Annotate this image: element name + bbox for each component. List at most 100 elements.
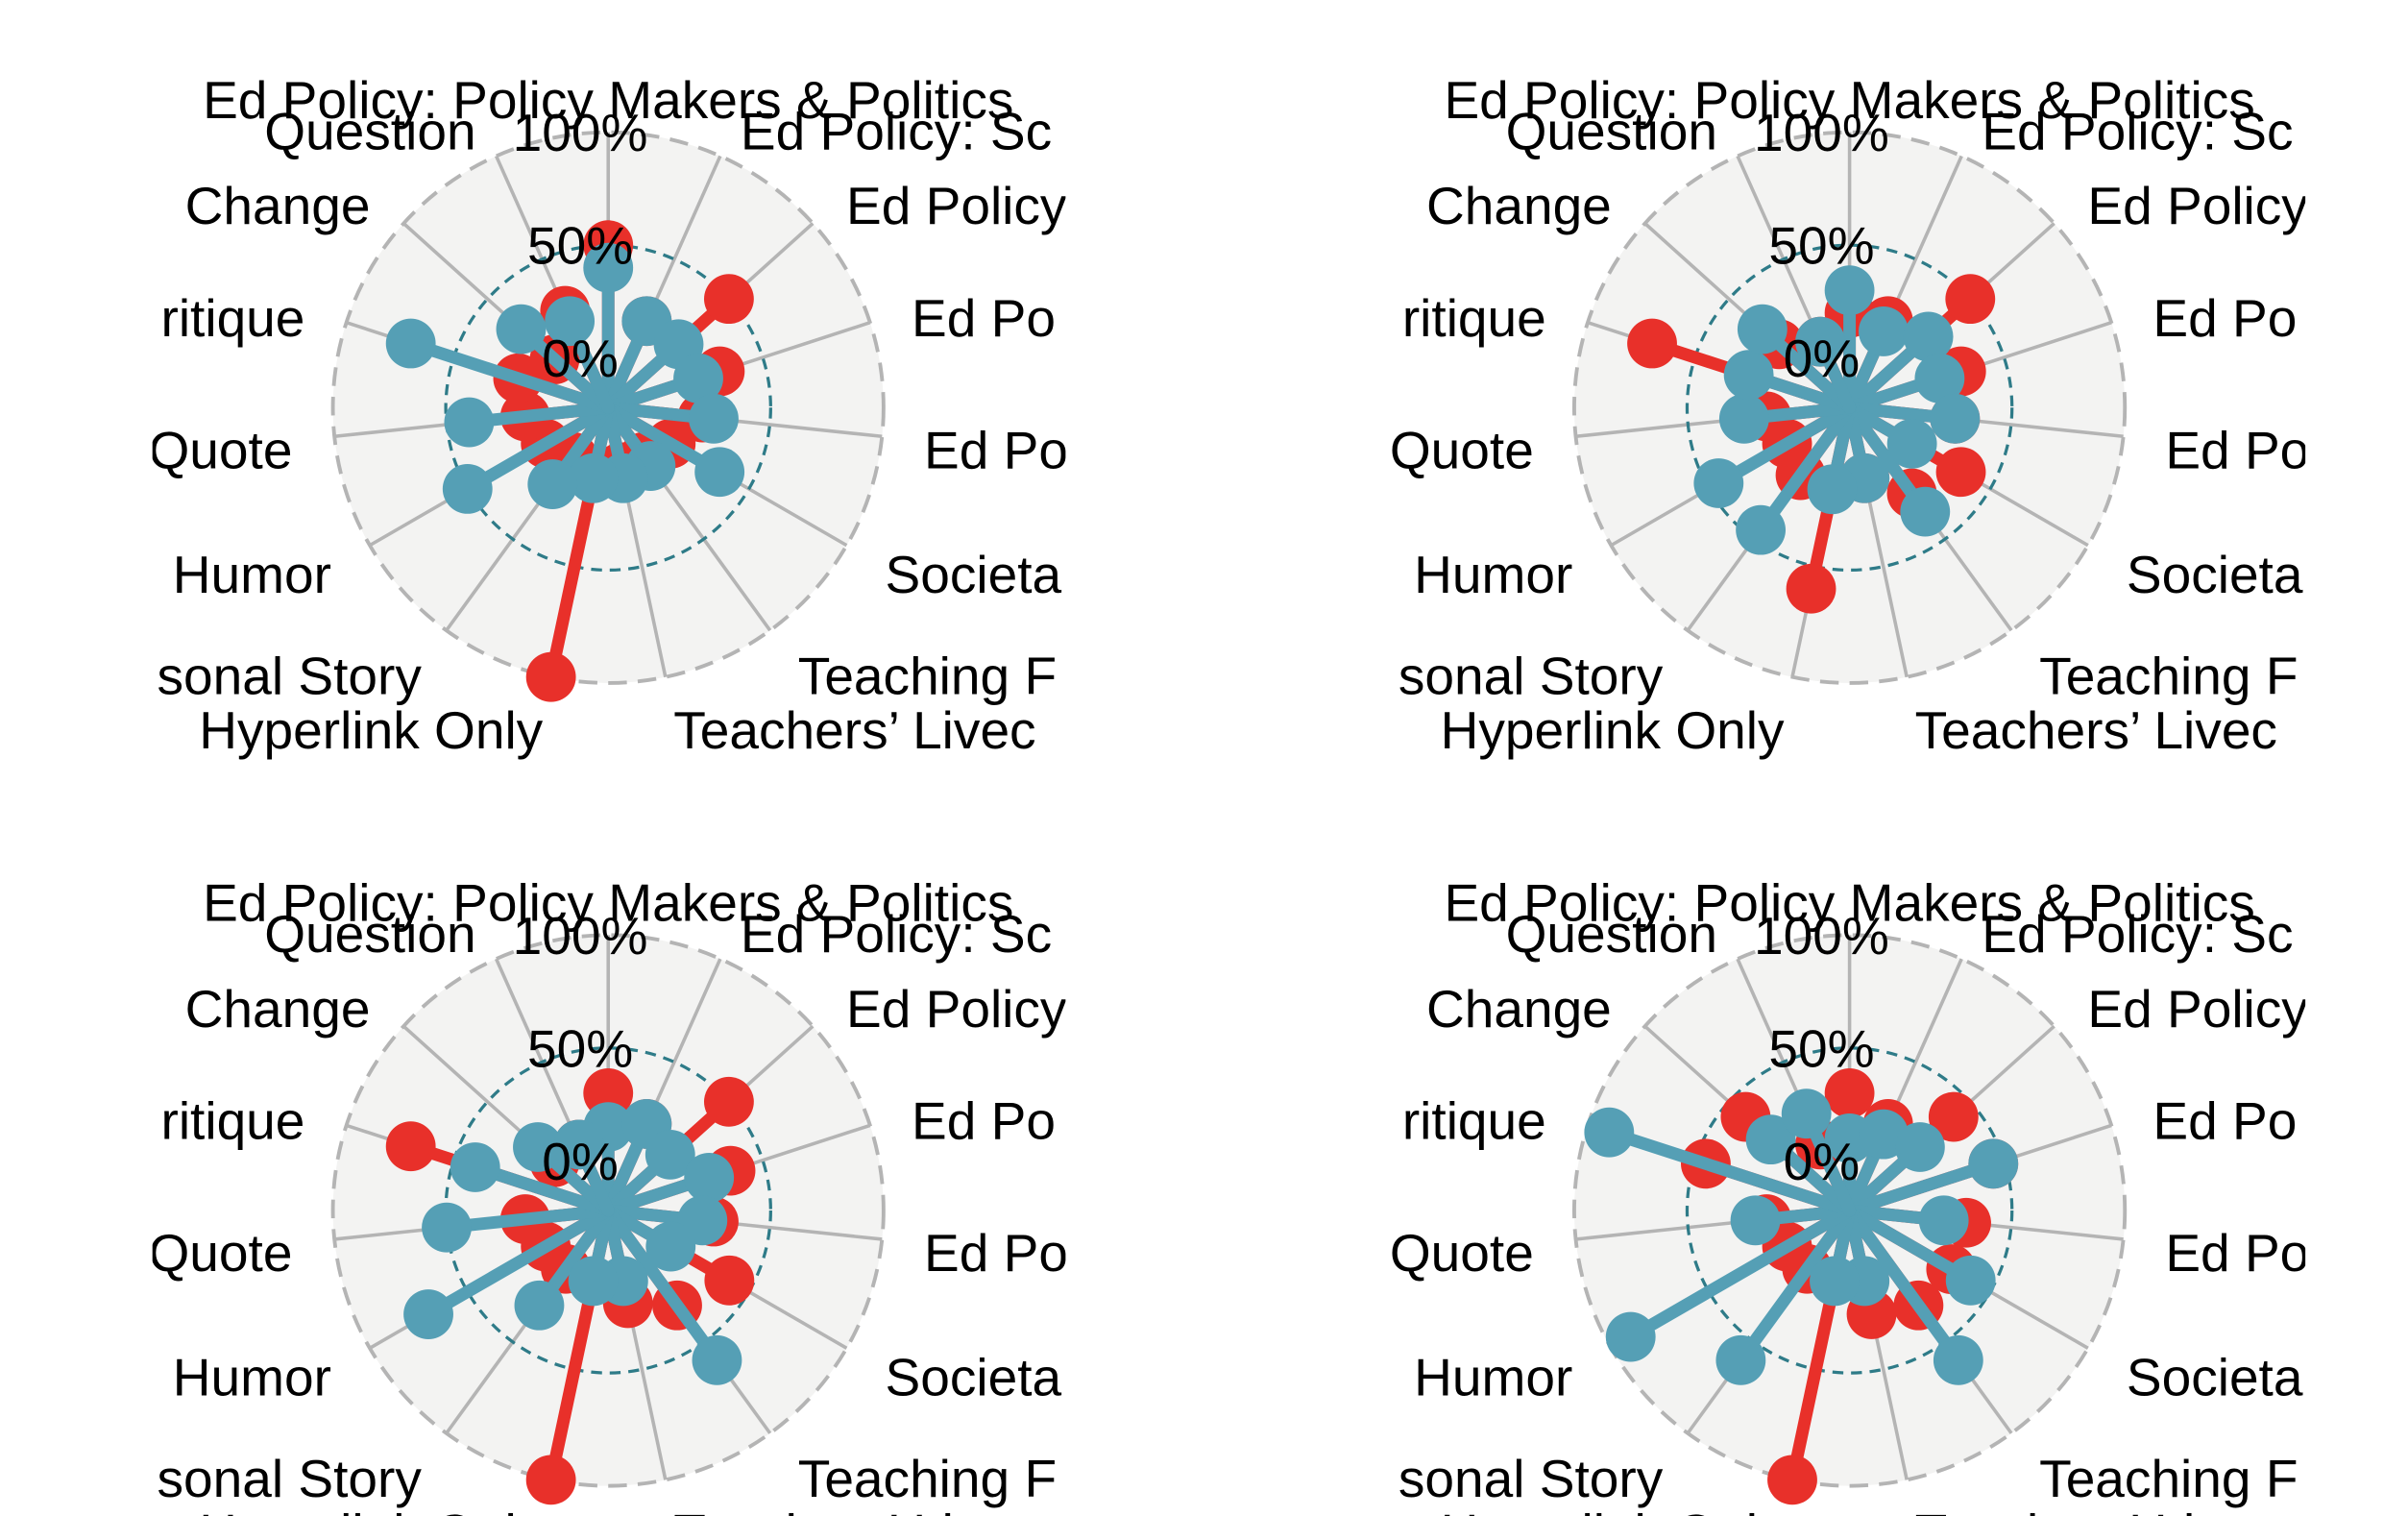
- radial-tick-label: 0%: [542, 329, 619, 388]
- data-point: [583, 242, 634, 293]
- data-point: [689, 393, 739, 444]
- series-spoke-line: [1843, 1204, 1965, 1367]
- category-label: Change: [185, 176, 371, 235]
- radial-tick-label: 100%: [513, 906, 648, 966]
- category-label: sonal Story: [1399, 646, 1664, 705]
- category-label: Ed Policy: Sc: [741, 904, 1052, 964]
- series-spoke-line: [1843, 1157, 2000, 1217]
- category-label: Societa: [2127, 1348, 2303, 1407]
- radial-tick-label: 100%: [1754, 906, 1889, 966]
- category-label: Quote: [148, 420, 292, 479]
- category-label: Societa: [886, 545, 1062, 604]
- outer-ring: [330, 130, 886, 685]
- data-point: [684, 1152, 735, 1203]
- category-label: Humor: [173, 1348, 331, 1407]
- category-label: Teaching F: [2039, 1449, 2298, 1508]
- series-spoke-line: [440, 1204, 615, 1235]
- data-point: [1807, 464, 1858, 515]
- category-label: ritique: [1402, 1090, 1546, 1150]
- category-label: Humor: [1414, 545, 1572, 604]
- data-point: [568, 1256, 619, 1307]
- data-point: [1737, 304, 1788, 355]
- data-point: [450, 1142, 500, 1192]
- data-point: [444, 397, 495, 448]
- data-point: [1723, 350, 1774, 401]
- data-point: [1894, 1122, 1945, 1172]
- series-2: [1584, 1088, 2019, 1385]
- category-label: Hyperlink Only: [1441, 700, 1785, 760]
- category-label: Teachers’ Livec: [673, 1504, 1035, 1516]
- category-label: Question: [264, 101, 475, 160]
- category-label: Humor: [173, 545, 331, 604]
- category-label: Ed Po: [2165, 420, 2309, 479]
- radial-tick-label: 0%: [1784, 1132, 1861, 1191]
- data-point: [1859, 306, 1909, 356]
- data-point: [1781, 1088, 1832, 1139]
- series-spoke-line: [1712, 401, 1857, 490]
- category-label: Ed Policy: Policy Makers & Politics: [203, 70, 1013, 130]
- category-label: Question: [1506, 101, 1717, 160]
- data-point: [1886, 418, 1937, 469]
- data-point: [694, 447, 745, 498]
- series-spoke-line: [461, 401, 615, 496]
- data-point: [1903, 311, 1954, 362]
- category-label: Quote: [1390, 1223, 1534, 1283]
- outer-ring: [1571, 933, 2128, 1488]
- data-point: [704, 274, 754, 325]
- category-label: Ed Po: [912, 288, 1056, 348]
- category-label: ritique: [160, 1090, 304, 1150]
- category-label: Ed Policy: [2087, 979, 2308, 1039]
- outer-ring: [1571, 130, 2128, 685]
- series-spoke-line: [1754, 401, 1857, 537]
- radar-panel-4: 0% 50% 100%Ed Policy: Policy Makers & Poli…: [1390, 873, 2309, 1516]
- category-label: Change: [1426, 176, 1612, 235]
- category-label: Ed Policy: Sc: [1982, 101, 2293, 160]
- category-label: Ed Policy: [846, 979, 1067, 1039]
- data-point: [1693, 458, 1744, 508]
- category-label: Hyperlink Only: [199, 1504, 543, 1516]
- data-point: [525, 1455, 576, 1505]
- data-point: [514, 1280, 565, 1331]
- category-label: sonal Story: [158, 1449, 423, 1508]
- series-spoke-line: [404, 337, 615, 414]
- radial-tick-label: 50%: [527, 216, 633, 276]
- mid-ring: [1685, 1046, 2014, 1375]
- data-point: [553, 1119, 604, 1170]
- category-label: Teachers’ Livec: [1915, 700, 2277, 760]
- data-point: [704, 1076, 754, 1127]
- data-point: [1918, 1195, 1969, 1246]
- category-label: Teaching F: [798, 646, 1057, 705]
- category-label: Ed Po: [924, 420, 1068, 479]
- data-point: [1824, 1067, 1875, 1118]
- category-labels: Ed Policy: Policy Makers & Politics Ed Po…: [1390, 873, 2309, 1516]
- category-label: Quote: [1390, 420, 1534, 479]
- data-point: [1584, 1107, 1635, 1158]
- data-point: [1968, 1138, 2019, 1189]
- data-point: [1933, 1334, 1983, 1385]
- data-point: [422, 1202, 472, 1253]
- data-point: [645, 1129, 695, 1180]
- category-label: Ed Po: [2165, 1223, 2309, 1283]
- category-label: Ed Policy: Policy Makers & Politics: [203, 873, 1013, 933]
- category-label: Ed Po: [2153, 1090, 2297, 1150]
- category-label: Teachers’ Livec: [673, 700, 1035, 760]
- category-label: Ed Po: [924, 1223, 1068, 1283]
- radial-tick-label: 0%: [1784, 329, 1861, 388]
- category-label: Teaching F: [2039, 646, 2298, 705]
- category-label: Ed Po: [912, 1090, 1056, 1150]
- outer-ring: [330, 933, 886, 1488]
- radar-panel-2: 0% 50% 100%Ed Policy: Policy Makers & Poli…: [1390, 70, 2309, 760]
- category-label: ritique: [1402, 288, 1546, 348]
- data-point: [1928, 1091, 1979, 1142]
- data-point: [1945, 274, 1996, 325]
- data-point: [1627, 318, 1677, 369]
- category-label: Ed Policy: Sc: [741, 101, 1052, 160]
- category-label: Ed Policy: Policy Makers & Politics: [1444, 70, 2254, 130]
- mid-ring: [444, 243, 772, 573]
- data-point: [385, 1121, 436, 1172]
- category-label: Ed Policy: Policy Makers & Politics: [1444, 873, 2254, 933]
- series-spoke-line: [1624, 1204, 1857, 1344]
- data-point: [1914, 353, 1965, 403]
